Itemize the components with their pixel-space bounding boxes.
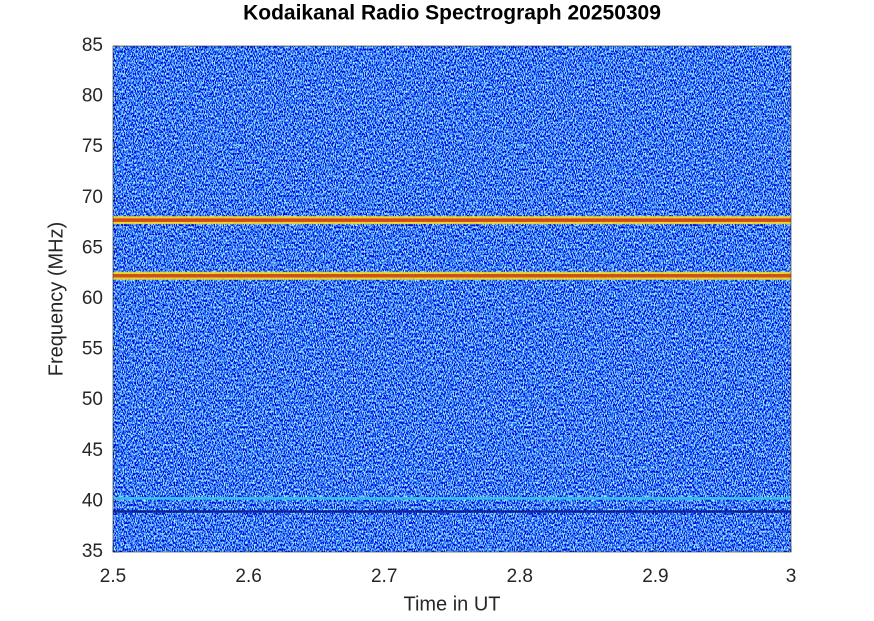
y-tick-label: 65: [82, 237, 103, 258]
chart-title: Kodaikanal Radio Spectrograph 20250309: [243, 2, 661, 25]
y-tick-label: 60: [82, 288, 103, 309]
x-tick-label: 2.9: [642, 566, 668, 587]
y-tick-label: 85: [82, 35, 103, 56]
y-tick-label: 45: [82, 440, 103, 461]
x-axis-label: Time in UT: [403, 593, 500, 615]
y-tick-label: 40: [82, 490, 103, 511]
y-tick-label: 55: [82, 339, 103, 360]
y-tick-label: 80: [82, 86, 103, 107]
spectrogram-noise: [113, 46, 791, 552]
x-tick-label: 2.7: [371, 566, 397, 587]
y-tick-label: 50: [82, 389, 103, 410]
y-tick-label: 70: [82, 187, 103, 208]
y-tick-label: 75: [82, 136, 103, 157]
y-tick-label: 35: [82, 541, 103, 562]
x-tick-label: 2.8: [507, 566, 533, 587]
y-axis-label: Frequency (MHz): [45, 222, 67, 376]
x-tick-label: 3: [786, 566, 797, 587]
x-tick-label: 2.6: [235, 566, 261, 587]
x-tick-label: 2.5: [100, 566, 126, 587]
